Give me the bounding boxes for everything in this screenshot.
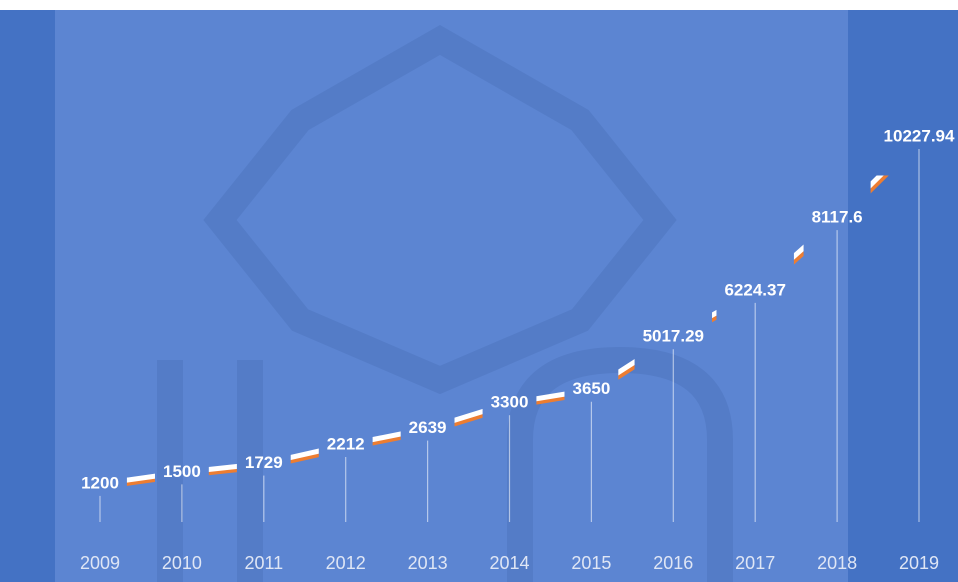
data-label: 10227.94 xyxy=(884,126,955,145)
data-label: 1200 xyxy=(81,473,119,492)
x-tick-label: 2011 xyxy=(244,553,283,573)
top-strip xyxy=(0,0,958,10)
data-label: 3300 xyxy=(491,393,529,412)
data-label: 2639 xyxy=(409,418,447,437)
x-tick-label: 2013 xyxy=(408,553,448,573)
data-label: 6224.37 xyxy=(724,280,785,299)
data-label: 5017.29 xyxy=(643,327,704,346)
data-label: 3650 xyxy=(572,379,610,398)
x-tick-label: 2014 xyxy=(489,553,529,573)
x-tick-label: 2018 xyxy=(817,553,857,573)
x-tick-label: 2019 xyxy=(899,553,939,573)
x-tick-label: 2017 xyxy=(735,553,775,573)
x-tick-label: 2012 xyxy=(326,553,366,573)
page: {"chart_data": {"type": "line", "categor… xyxy=(0,0,958,582)
x-tick-label: 2015 xyxy=(571,553,611,573)
chart: 2009 2010 2011 2012 2013 2014 2015 2016 2017 2018… xyxy=(0,0,958,582)
x-tick-label: 2009 xyxy=(80,553,120,573)
data-label: 1729 xyxy=(245,453,283,472)
data-label: 8117.6 xyxy=(812,208,863,227)
data-label: 1500 xyxy=(163,462,201,481)
x-tick-label: 2010 xyxy=(162,553,202,573)
data-label: 2212 xyxy=(327,434,365,453)
x-tick-label: 2016 xyxy=(653,553,693,573)
